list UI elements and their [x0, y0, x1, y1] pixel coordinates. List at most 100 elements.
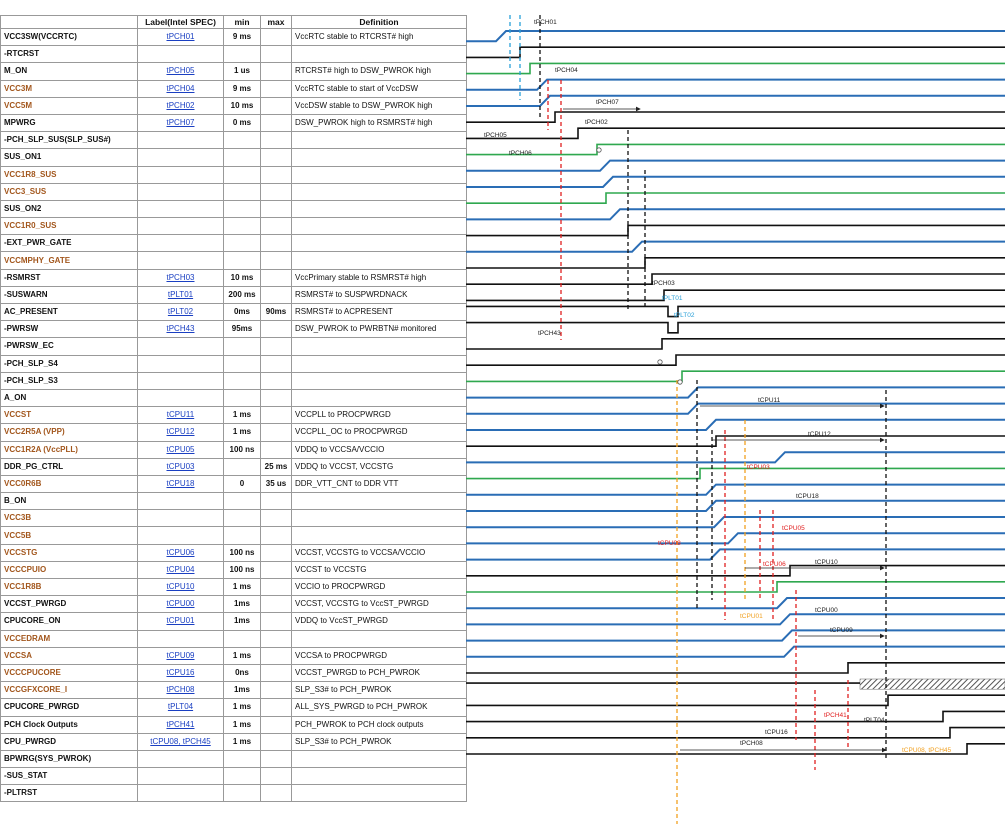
max-value	[260, 560, 292, 580]
definition-text: DDR_VTT_CNT to DDR VTT	[291, 474, 467, 494]
spec-label-link	[137, 388, 224, 408]
signal-name: VCC1R0_SUS	[0, 217, 138, 236]
annotation-tpch01: tPCH01	[534, 19, 557, 26]
table-row: VCCSTG tCPU06 100 ns VCCST, VCCSTG to VCCSA…	[0, 543, 467, 562]
max-value	[260, 268, 292, 287]
spec-label-link[interactable]: tPLT04	[137, 698, 224, 717]
min-value	[223, 148, 261, 167]
max-value	[260, 354, 292, 373]
spec-label-link[interactable]: tCPU16	[137, 663, 224, 683]
spec-label-link	[137, 131, 224, 150]
min-value: 100 ns	[223, 543, 261, 562]
min-value: 95ms	[223, 320, 261, 339]
spec-label-link[interactable]: tCPU09	[137, 646, 224, 665]
spec-label-link[interactable]: tPCH41	[137, 715, 224, 734]
spec-label-link[interactable]: tCPU12	[137, 423, 224, 442]
trace-vcc5b	[466, 499, 1005, 512]
spec-label-link	[137, 784, 224, 803]
trace-vcc1r8b	[466, 548, 1005, 561]
min-value	[223, 371, 261, 390]
signal-name: -PWRSW	[0, 320, 138, 339]
spec-label-link[interactable]: tCPU11	[137, 406, 224, 425]
definition-text	[291, 148, 467, 167]
spec-label-link[interactable]: tCPU01	[137, 612, 224, 631]
spec-label-link	[137, 492, 224, 511]
table-row: -PCH_SLP_SUS(SLP_SUS#)	[0, 131, 467, 150]
spec-label-link[interactable]: tCPU00	[137, 595, 224, 614]
max-value	[260, 337, 292, 356]
trace-ddr-pg-ctrl	[466, 435, 1005, 448]
definition-text	[291, 388, 467, 408]
signal-name: VCC3_SUS	[0, 182, 138, 201]
table-row: VCC1R2A (VccPLL) tCPU05 100 ns VDDQ to VCCS…	[0, 440, 467, 459]
spec-label-link[interactable]: tCPU18	[137, 474, 224, 494]
definition-text: ALL_SYS_PWRGD to PCH_PWROK	[291, 698, 467, 717]
max-value	[260, 79, 292, 98]
spec-label-link[interactable]: tCPU05	[137, 440, 224, 459]
min-value: 0ms	[223, 302, 261, 322]
signal-name: VCC1R8_SUS	[0, 165, 138, 184]
table-row: CPU_PWRGD tCPU08, tPCH45 1 ms SLP_S3# to PC…	[0, 732, 467, 751]
signal-name: -PCH_SLP_S4	[0, 354, 138, 373]
max-value: 35 us	[260, 474, 292, 494]
min-value	[223, 388, 261, 408]
trace-rtcrst	[466, 46, 1005, 59]
timing-spec-table: Label(Intel SPEC) min max Definition VCC…	[0, 15, 467, 803]
annotation-tpch07: tPCH07	[596, 99, 619, 106]
max-value: 90ms	[260, 302, 292, 322]
table-row: MPWRG tPCH07 0 ms DSW_PWROK high to RSMRST#…	[0, 113, 467, 133]
annotation-tcpu00: tCPU00	[815, 607, 838, 614]
definition-text	[291, 767, 467, 786]
max-value	[260, 423, 292, 442]
spec-label-link	[137, 371, 224, 390]
signal-name: CPU_PWRGD	[0, 732, 138, 751]
max-value	[260, 784, 292, 803]
spec-label-link[interactable]: tCPU06	[137, 543, 224, 562]
definition-text	[291, 526, 467, 545]
trace-vcc3b	[466, 483, 1005, 496]
spec-label-link[interactable]: tPCH03	[137, 268, 224, 287]
max-value	[260, 543, 292, 562]
spec-label-link[interactable]: tPCH02	[137, 96, 224, 115]
spec-label-link[interactable]: tPCH08	[137, 681, 224, 700]
max-value	[260, 629, 292, 648]
definition-text: DSW_PWROK to PWRBTN# monitored	[291, 320, 467, 339]
annotation-tcpu08-tpch45: tCPU08, tPCH45	[902, 747, 952, 754]
header-max: max	[260, 15, 292, 29]
min-value: 1 ms	[223, 698, 261, 717]
spec-label-link[interactable]: tPCH07	[137, 113, 224, 133]
max-value	[260, 217, 292, 236]
trace-vcc2r5a	[466, 402, 1005, 415]
table-row: VCC3B	[0, 509, 467, 528]
spec-label-link[interactable]: tCPU03	[137, 457, 224, 476]
definition-text: VCCPLL to PROCPWRGD	[291, 406, 467, 425]
definition-text: VccRTC stable to start of VccDSW	[291, 79, 467, 98]
min-value: 1 ms	[223, 732, 261, 751]
spec-label-link[interactable]: tPLT02	[137, 302, 224, 322]
max-value	[260, 131, 292, 150]
spec-label-link[interactable]: tCPU04	[137, 560, 224, 580]
trace-slp-s3	[466, 354, 1005, 367]
definition-text: VCCPLL_OC to PROCPWRGD	[291, 423, 467, 442]
table-header-row: Label(Intel SPEC) min max Definition	[0, 15, 467, 29]
spec-label-link[interactable]: tPCH04	[137, 79, 224, 98]
definition-text: VCCST_PWRGD to PCH_PWROK	[291, 663, 467, 683]
spec-label-link	[137, 767, 224, 786]
spec-label-link[interactable]: tCPU10	[137, 577, 224, 597]
spec-label-link[interactable]: tPCH43	[137, 320, 224, 339]
definition-text	[291, 371, 467, 390]
max-value	[260, 715, 292, 734]
min-value	[223, 45, 261, 64]
definition-text: SLP_S3# to PCH_PWROK	[291, 681, 467, 700]
annotation-tcpu08: tCPU08	[658, 540, 681, 547]
min-value	[223, 354, 261, 373]
spec-label-link[interactable]: tPCH01	[137, 27, 224, 47]
trace-vcccpuio	[466, 532, 1005, 545]
table-row: -SUS_STAT	[0, 767, 467, 786]
spec-label-link[interactable]: tPCH05	[137, 62, 224, 81]
trace-vcc1r2a	[466, 418, 1005, 431]
spec-label-link[interactable]: tCPU08, tPCH45	[137, 732, 224, 751]
trace-vccst-pwrgd	[466, 564, 1005, 577]
max-value	[260, 113, 292, 133]
spec-label-link[interactable]: tPLT01	[137, 285, 224, 305]
